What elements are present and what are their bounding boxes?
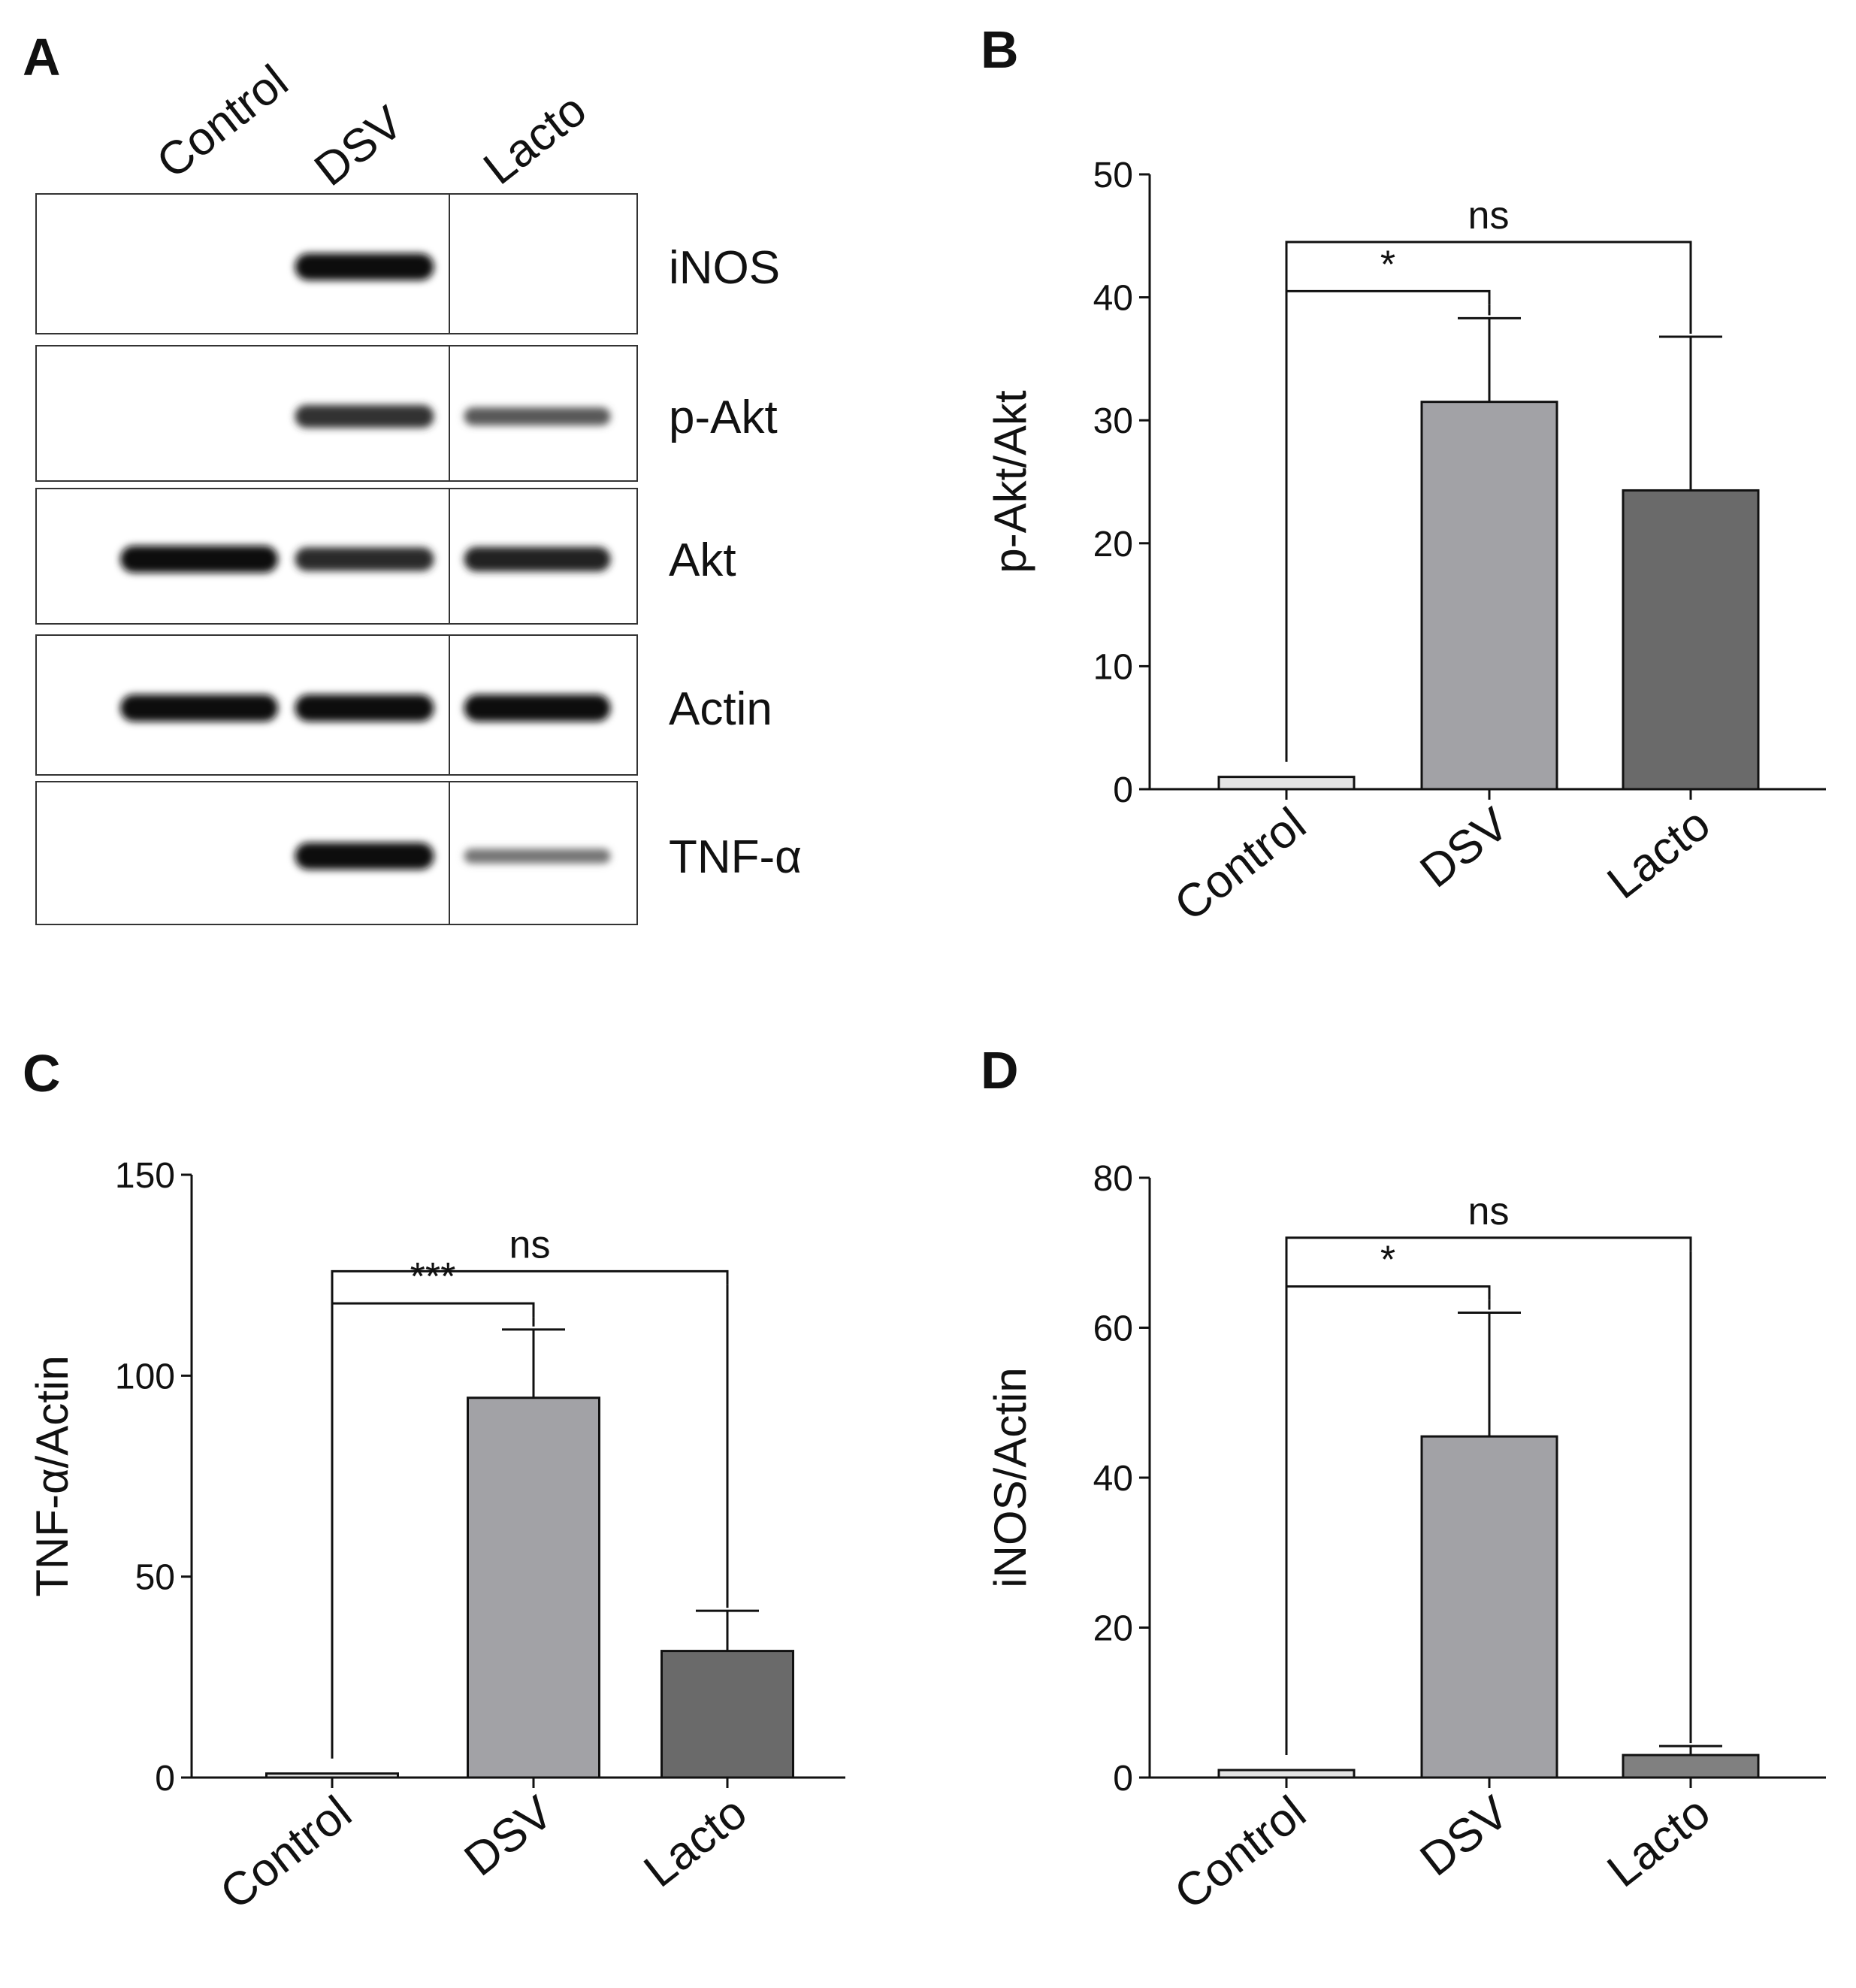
blot-label: p-Akt: [669, 392, 778, 443]
lane-label-dsv: DSV: [305, 96, 413, 196]
blot-label: Actin: [669, 683, 772, 735]
bar: [660, 1650, 794, 1779]
y-tick-label: 20: [1093, 525, 1133, 564]
panel-letter: B: [981, 20, 1019, 79]
blot-band: [295, 404, 434, 428]
y-axis-title: p-Akt/Akt: [985, 390, 1035, 573]
blot-band: [295, 547, 434, 571]
bar: [1217, 776, 1356, 791]
y-tick-label: 50: [135, 1558, 175, 1598]
chart-panel-c: C 0 50 100 150 TNF-α/Actin Control DSV Lacto *** n…: [23, 1044, 845, 1920]
blot-row-3: Actin: [35, 634, 772, 776]
significance-label: ns: [509, 1223, 551, 1266]
significance-label: *: [1380, 1239, 1395, 1282]
y-tick-label: 80: [1093, 1159, 1133, 1199]
category-label: DSV: [455, 1786, 563, 1886]
blot-label: iNOS: [669, 242, 780, 294]
chart-panel-d: D 0 20 40 60 80 iNOS/Actin Control DSV Lacto * ns: [981, 1041, 1826, 1920]
y-tick-label: 20: [1093, 1609, 1133, 1649]
bar: [1420, 401, 1558, 791]
blot-band: [464, 849, 611, 864]
blot-band: [464, 694, 611, 722]
y-tick-label: 100: [115, 1357, 175, 1396]
y-tick-label: 40: [1093, 279, 1133, 319]
y-tick-label: 0: [155, 1759, 175, 1799]
significance-label: ns: [1468, 1190, 1510, 1233]
category-label: Control: [211, 1787, 361, 1920]
blot-band: [120, 694, 278, 722]
blot-label: Akt: [669, 534, 736, 586]
lane-label-lacto: Lacto: [474, 83, 596, 195]
category-label: Lacto: [635, 1787, 757, 1898]
bar: [467, 1396, 600, 1779]
category-label: Control: [1165, 1787, 1316, 1920]
y-tick-label: 60: [1093, 1309, 1133, 1349]
lane-labels: Control DSV Lacto: [147, 56, 596, 196]
blot-band: [295, 843, 434, 870]
bar: [265, 1772, 399, 1779]
bar: [1420, 1435, 1558, 1779]
blot-row-1: p-Akt: [35, 345, 778, 482]
significance-label: *: [1380, 243, 1395, 286]
y-tick-label: 0: [1113, 1759, 1133, 1799]
western-blot-panel: A Control DSV Lacto iNOS p-Akt Akt Actin TNF…: [23, 28, 802, 925]
y-tick-label: 150: [115, 1156, 175, 1196]
y-tick-label: 30: [1093, 401, 1133, 441]
category-label: DSV: [1411, 1786, 1519, 1886]
y-axis-title: TNF-α/Actin: [27, 1355, 77, 1596]
category-label: Lacto: [1598, 1787, 1720, 1898]
y-axis-title: iNOS/Actin: [985, 1367, 1035, 1587]
lane-label-control: Control: [147, 56, 298, 189]
blot-row-0: iNOS: [35, 193, 780, 334]
significance-label: ns: [1468, 194, 1510, 238]
blot-band: [120, 546, 278, 573]
y-tick-label: 50: [1093, 156, 1133, 195]
significance-bracket: [1285, 1236, 1692, 1756]
blot-band: [295, 253, 434, 280]
panel-letter: C: [23, 1044, 61, 1103]
blot-band: [295, 694, 434, 722]
bar: [1217, 1769, 1356, 1779]
blot-label: TNF-α: [669, 831, 802, 883]
y-tick-label: 40: [1093, 1459, 1133, 1499]
significance-bracket: [331, 1269, 729, 1759]
significance-label: ***: [410, 1255, 456, 1299]
blot-row-4: TNF-α: [35, 781, 802, 925]
blot-band: [464, 546, 611, 572]
panel-letter: D: [981, 1041, 1019, 1100]
bar: [1622, 489, 1760, 791]
bar: [1622, 1753, 1760, 1779]
panel-letter-a: A: [23, 28, 61, 86]
category-label: Lacto: [1598, 798, 1720, 909]
y-tick-label: 10: [1093, 647, 1133, 687]
y-tick-label: 0: [1113, 770, 1133, 810]
category-label: DSV: [1411, 797, 1519, 897]
category-label: Control: [1165, 798, 1316, 931]
significance-bracket: [1285, 241, 1692, 762]
chart-panel-b: B 0 10 20 30 40 50 p-Akt/Akt Control DSV Lacto * ns: [981, 20, 1826, 931]
blot-band: [464, 407, 611, 425]
blot-row-2: Akt: [35, 488, 736, 625]
